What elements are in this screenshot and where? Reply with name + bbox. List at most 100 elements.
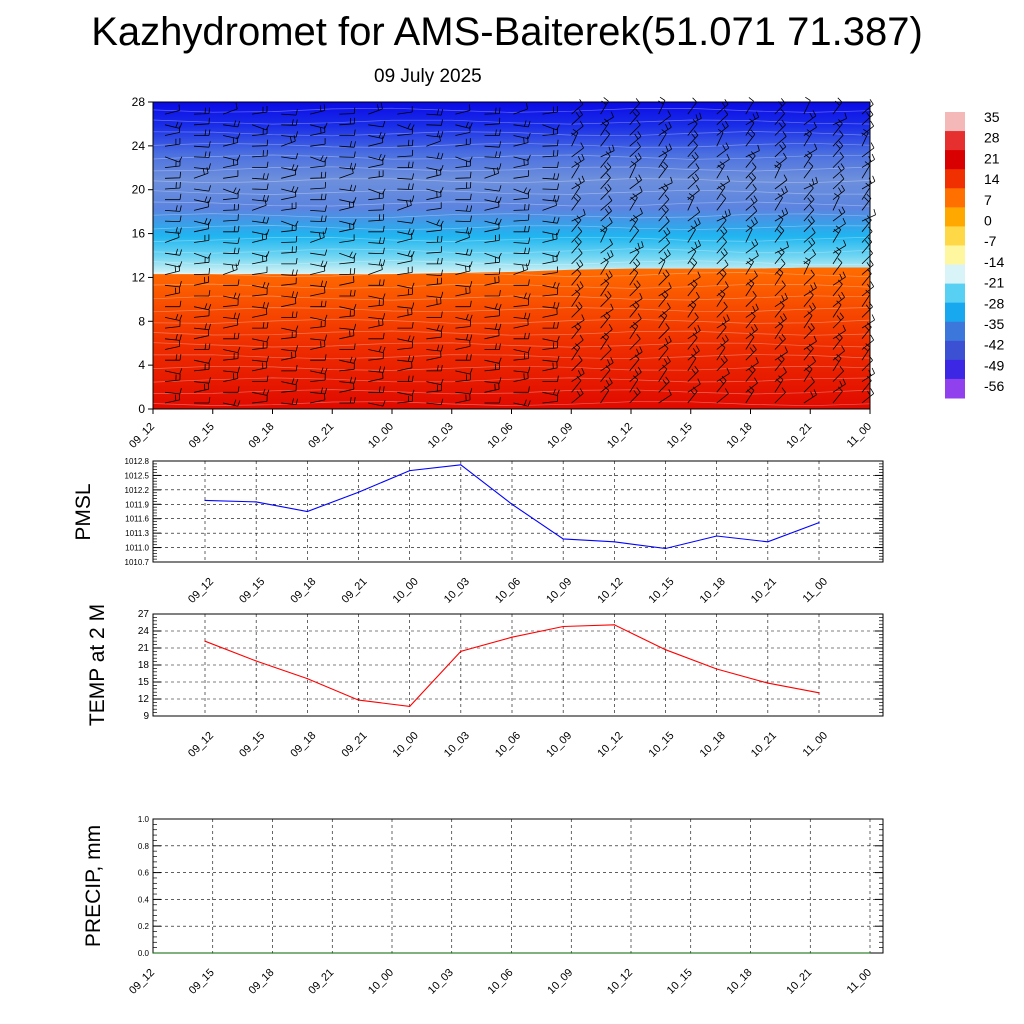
wind-barb	[368, 293, 386, 300]
wind-barb	[368, 386, 385, 393]
wind-barb	[571, 193, 581, 211]
x-tick-label: 09_18	[288, 730, 318, 760]
wind-barb	[832, 291, 845, 308]
wind-barb	[223, 132, 241, 139]
wind-barb	[774, 161, 782, 179]
wind-barb	[542, 336, 560, 343]
wind-barb	[426, 164, 444, 172]
wind-barb	[368, 132, 386, 139]
wind-barb	[629, 346, 643, 361]
wind-barb	[310, 334, 327, 341]
wind-barb	[600, 386, 610, 404]
wind-barb	[803, 335, 817, 350]
wind-barb	[164, 181, 181, 190]
wind-barb	[455, 393, 471, 404]
wind-barb	[571, 289, 581, 307]
wind-barb	[397, 232, 413, 243]
wind-barb	[252, 173, 269, 180]
wind-barb	[252, 301, 269, 309]
wind-barb	[455, 226, 473, 234]
wind-barb	[193, 357, 212, 364]
wind-barb	[716, 367, 730, 382]
wind-barb	[397, 123, 415, 131]
wind-barb	[803, 376, 815, 393]
temp-point	[818, 692, 820, 694]
wind-barb	[832, 258, 843, 275]
wind-barb	[426, 378, 444, 386]
wind-barb	[368, 170, 384, 179]
isotherm-contour	[152, 260, 871, 266]
wind-barb	[745, 172, 757, 190]
wind-barb	[774, 346, 788, 361]
x-tick-label: 09_18	[247, 967, 277, 997]
temp-point	[357, 699, 360, 701]
wind-barb	[687, 206, 701, 222]
wind-barb	[803, 356, 816, 372]
wind-barb	[222, 103, 238, 115]
wind-barb	[861, 161, 871, 179]
wind-barb	[629, 387, 641, 404]
wind-barb	[716, 120, 729, 136]
colorbar-swatch	[945, 340, 965, 361]
wind-barb	[832, 271, 846, 286]
wind-barb	[571, 355, 583, 372]
wind-barb	[542, 254, 558, 265]
wind-barb	[484, 357, 502, 364]
wind-barb	[193, 329, 210, 340]
x-tick-label: 09_12	[127, 421, 157, 451]
colorbar-swatch	[945, 264, 965, 285]
wind-barb	[803, 302, 816, 318]
wind-barb	[281, 119, 298, 126]
wind-barb	[803, 249, 816, 265]
wind-barb	[455, 320, 471, 329]
y-tick-label: 9	[143, 711, 149, 722]
wind-barb	[164, 313, 183, 321]
wind-barb	[281, 190, 297, 201]
wind-barb	[774, 225, 785, 243]
wind-barb	[687, 333, 698, 350]
wind-barb	[397, 106, 413, 115]
wind-barb	[193, 222, 210, 233]
colorbar-swatch	[945, 131, 965, 151]
isotherm-contour	[152, 166, 871, 172]
wind-barb	[832, 365, 844, 382]
wind-barb	[368, 203, 385, 211]
wind-barb	[223, 170, 239, 179]
wind-barb	[194, 290, 211, 297]
colorbar-label: -14	[984, 254, 1004, 270]
wind-barb	[281, 277, 297, 286]
wind-barb	[397, 183, 414, 190]
wind-barb	[455, 340, 471, 350]
x-tick-label: 10_09	[544, 576, 574, 606]
y-tick-label: 1011.9	[125, 500, 149, 509]
wind-barb	[397, 322, 414, 329]
colorbar-swatch	[945, 169, 965, 189]
wind-barb	[745, 216, 758, 233]
colorbar-swatch	[945, 188, 965, 208]
wind-barb	[687, 378, 701, 393]
colorbar-label: -49	[984, 357, 1004, 373]
colorbar-label: 21	[984, 150, 1000, 166]
wind-barb	[658, 343, 669, 361]
wind-barb	[716, 334, 729, 350]
wind-barb	[193, 163, 211, 170]
isotherm-contour	[152, 307, 871, 313]
wind-barb	[542, 266, 558, 275]
wind-barb	[397, 254, 413, 265]
wind-barb	[484, 377, 502, 384]
pmsl-frame	[152, 460, 884, 563]
wind-barb	[542, 395, 559, 404]
wind-barb	[600, 365, 611, 382]
wind-barb	[397, 195, 415, 202]
wind-barb	[252, 254, 268, 265]
pmsl-point	[255, 501, 257, 503]
wind-barb	[455, 264, 471, 275]
wind-barb	[600, 344, 612, 361]
wind-barb	[164, 156, 183, 163]
wind-barb	[745, 291, 757, 307]
wind-barb	[513, 237, 531, 244]
colorbar-label: 14	[984, 171, 1000, 187]
wind-barb	[455, 248, 473, 256]
pmsl-point	[716, 535, 718, 537]
wind-barb	[252, 232, 268, 243]
